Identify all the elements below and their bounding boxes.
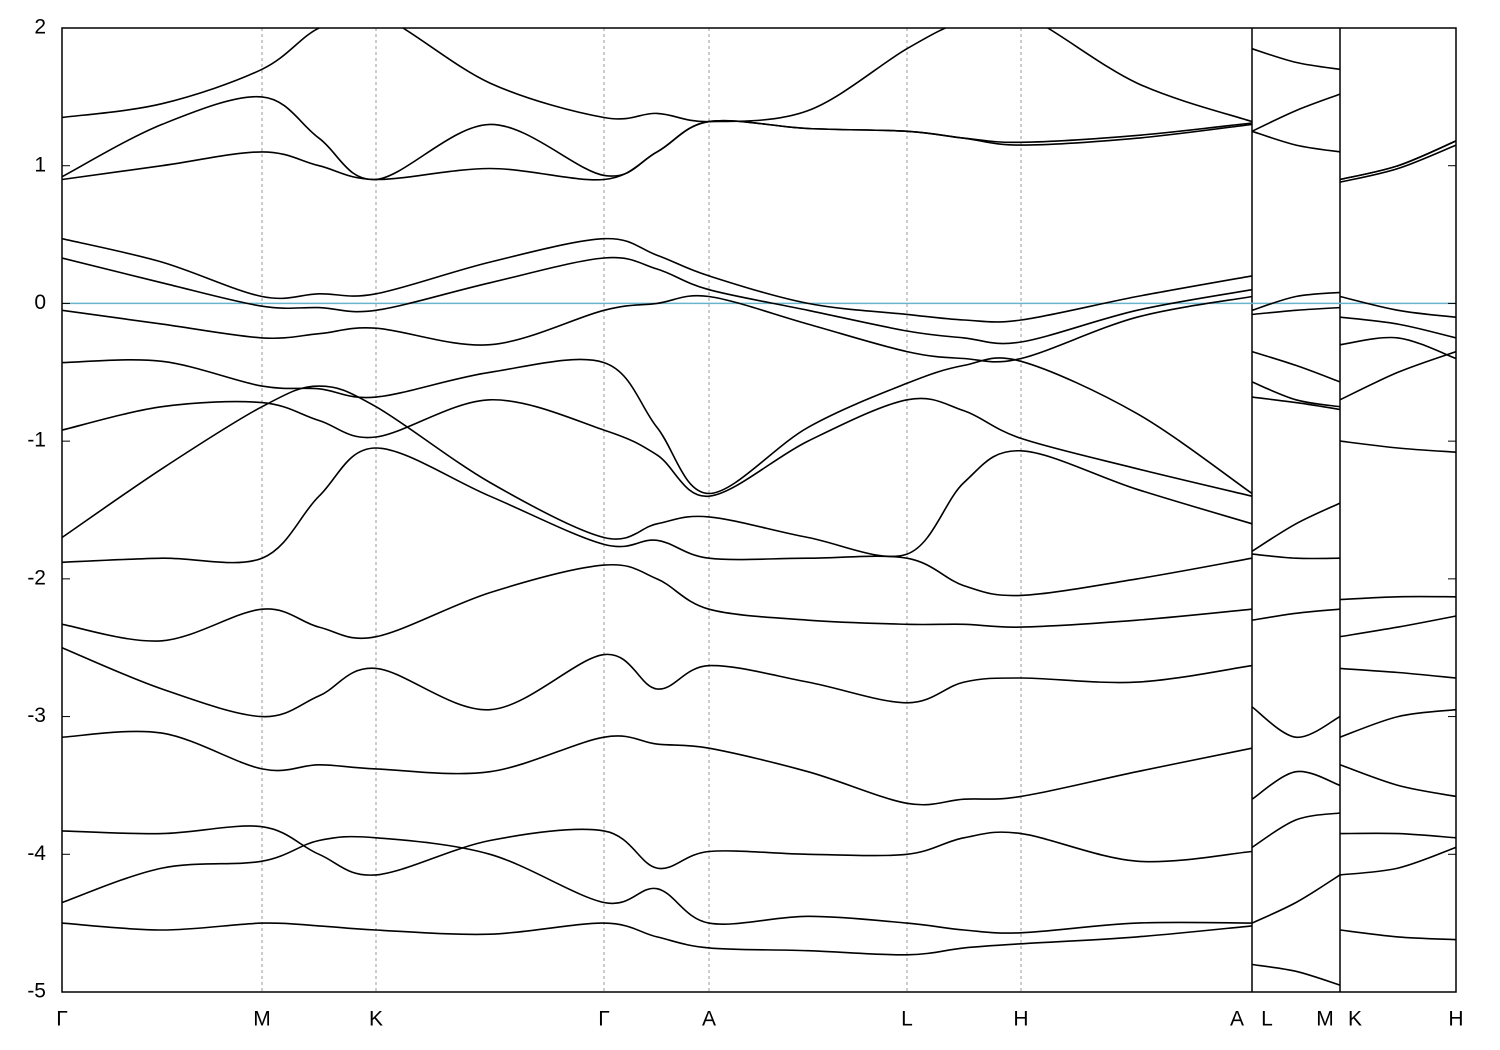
band bbox=[62, 237, 1456, 323]
band bbox=[62, 835, 1456, 934]
x-tick-label: A bbox=[1230, 1008, 1244, 1031]
y-tick-label: -5 bbox=[27, 980, 46, 1003]
x-tick-label: Γ bbox=[56, 1008, 68, 1031]
band bbox=[62, 922, 1456, 986]
x-tick-label: H bbox=[1013, 1008, 1028, 1031]
x-tick-label: K bbox=[1348, 1008, 1362, 1031]
band bbox=[62, 119, 1456, 183]
x-tick-label: L bbox=[1261, 1008, 1273, 1031]
band bbox=[62, 447, 1456, 638]
x-tick-label: K bbox=[369, 1008, 383, 1031]
y-tick-label: -1 bbox=[27, 429, 46, 452]
x-tick-label: Γ bbox=[598, 1008, 610, 1031]
y-tick-label: -4 bbox=[27, 842, 46, 865]
grid bbox=[62, 28, 1456, 992]
band bbox=[62, 396, 1456, 498]
y-tick-label: 2 bbox=[34, 16, 46, 39]
band bbox=[62, 294, 1456, 383]
y-tick-label: 0 bbox=[34, 291, 46, 314]
x-tick-label: H bbox=[1448, 1008, 1463, 1031]
axes: 210-1-2-3-4-5Γ M K Γ A L H A L M K H bbox=[27, 16, 1463, 1031]
band bbox=[62, 28, 1456, 181]
band bbox=[62, 350, 1456, 495]
y-tick-label: -3 bbox=[27, 704, 46, 727]
band bbox=[62, 812, 1456, 876]
x-tick-label: A bbox=[702, 1008, 716, 1031]
x-tick-label: M bbox=[1316, 1008, 1334, 1031]
x-tick-label: L bbox=[901, 1008, 913, 1031]
band bbox=[62, 730, 1456, 806]
y-tick-label: 1 bbox=[34, 153, 46, 176]
band bbox=[62, 385, 1456, 601]
band bbox=[62, 563, 1456, 679]
band bbox=[62, 256, 1456, 345]
band bbox=[62, 93, 1456, 181]
y-tick-label: -2 bbox=[27, 566, 46, 589]
x-tick-label: M bbox=[253, 1008, 271, 1031]
plot-frame bbox=[61, 27, 1457, 993]
bands bbox=[62, 28, 1456, 986]
band bbox=[62, 646, 1456, 739]
